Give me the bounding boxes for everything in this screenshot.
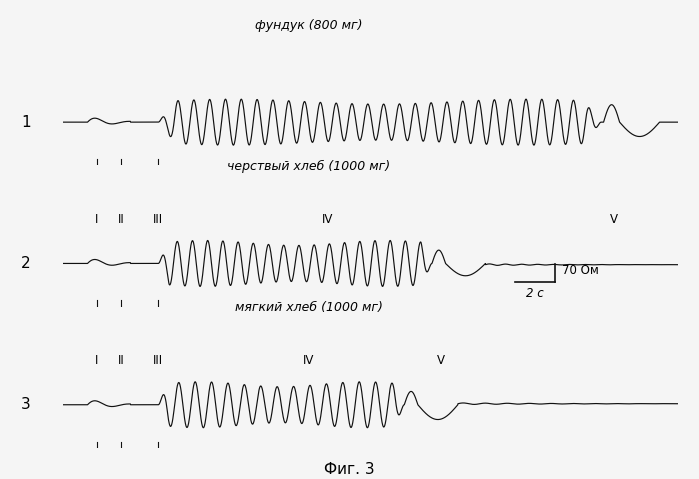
Text: 3: 3 [21, 397, 31, 412]
Text: 2 с: 2 с [526, 287, 544, 300]
Text: I: I [95, 354, 99, 367]
Text: Фиг. 3: Фиг. 3 [324, 462, 375, 477]
Text: V: V [437, 354, 445, 367]
Text: черствый хлеб (1000 мг): черствый хлеб (1000 мг) [227, 160, 391, 173]
Text: 1: 1 [21, 114, 31, 130]
Text: I: I [95, 213, 99, 226]
Text: II: II [118, 213, 124, 226]
Text: IV: IV [322, 213, 333, 226]
Text: III: III [153, 213, 164, 226]
Text: 70 Ом: 70 Ом [563, 264, 599, 277]
Text: фундук (800 мг): фундук (800 мг) [255, 19, 363, 32]
Text: III: III [153, 354, 164, 367]
Text: II: II [118, 354, 124, 367]
Text: V: V [610, 213, 617, 226]
Text: 2: 2 [21, 256, 31, 271]
Text: мягкий хлеб (1000 мг): мягкий хлеб (1000 мг) [235, 301, 383, 314]
Text: IV: IV [303, 354, 315, 367]
